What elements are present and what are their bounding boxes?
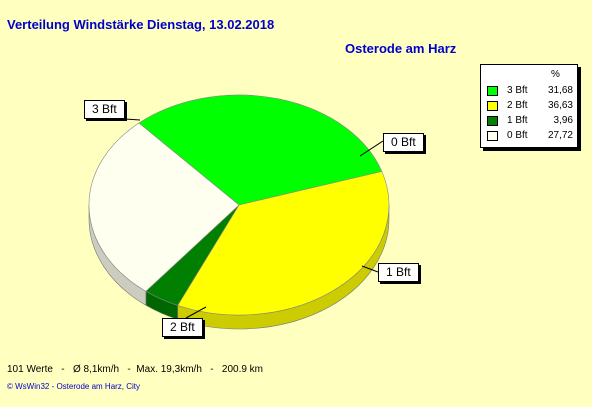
slice-label-2bft: 2 Bft	[162, 318, 203, 337]
leader-line	[185, 306, 207, 319]
leader-line	[359, 140, 384, 157]
legend-swatch	[487, 86, 498, 96]
legend: % 3 Bft 31,68 2 Bft 36,63 1 Bft 3,96 0 B…	[480, 64, 578, 148]
slice-3bft	[138, 94, 383, 206]
slice-label-3bft: 3 Bft	[84, 100, 125, 119]
legend-label: 0 Bft	[507, 130, 528, 141]
legend-swatch	[487, 101, 498, 111]
chart-title: Verteilung Windstärke Dienstag, 13.02.20…	[7, 17, 275, 32]
legend-item-2bft: 2 Bft 36,63	[487, 100, 573, 112]
legend-label: 2 Bft	[507, 100, 528, 111]
location-label: Osterode am Harz	[345, 41, 457, 56]
legend-value: 3,96	[553, 115, 573, 126]
legend-label: 1 Bft	[507, 115, 528, 126]
stats-line: 101 Werte - Ø 8,1km/h - Max. 19,3km/h - …	[7, 364, 264, 375]
legend-value: 27,72	[547, 130, 573, 141]
legend-swatch	[487, 116, 498, 126]
legend-item-3bft: 3 Bft 31,68	[487, 85, 573, 97]
legend-item-1bft: 1 Bft 3,96	[487, 115, 573, 127]
legend-header: %	[551, 69, 560, 80]
leader-line	[361, 265, 379, 273]
slice-2bft	[177, 171, 390, 316]
legend-swatch	[487, 131, 498, 141]
legend-item-0bft: 0 Bft 27,72	[487, 130, 573, 142]
legend-label: 3 Bft	[507, 85, 528, 96]
legend-value: 36,63	[547, 100, 573, 111]
slice-label-1bft: 1 Bft	[378, 263, 419, 282]
slice-0bft	[88, 122, 240, 292]
credit-line: © WsWin32 - Osterode am Harz, City	[7, 382, 141, 391]
slice-label-0bft: 0 Bft	[383, 133, 424, 152]
legend-value: 31,68	[547, 85, 573, 96]
